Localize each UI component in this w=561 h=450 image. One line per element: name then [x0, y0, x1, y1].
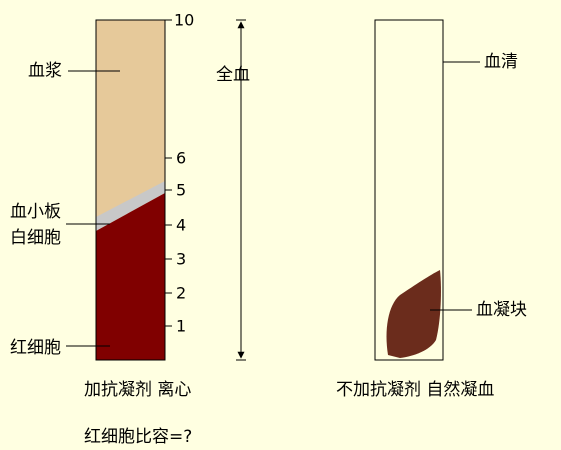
left-tube: [95, 19, 166, 361]
scale-label: 1: [176, 317, 186, 336]
right-tube: [374, 19, 444, 361]
clot-label: 血凝块: [476, 300, 527, 320]
whole-blood-label: 全血: [216, 65, 250, 85]
scale-label: 3: [176, 250, 186, 269]
scale-label: 4: [176, 216, 186, 235]
scale-label: 2: [176, 284, 186, 303]
scale-label: 5: [176, 181, 186, 200]
scale-label: 6: [176, 149, 186, 168]
clot: [386, 270, 441, 358]
wbc-label: 白细胞: [10, 228, 61, 248]
red-cells: [96, 193, 165, 360]
buffy-coat: [96, 181, 165, 231]
scale-label: 10: [174, 11, 194, 30]
serum-label: 血清: [484, 52, 518, 72]
rbc-label: 红细胞: [10, 338, 61, 358]
platelet-label: 血小板: [10, 202, 61, 222]
plasma-label: 血浆: [28, 61, 62, 81]
left-caption: 加抗凝剂 离心: [84, 380, 191, 400]
scale: 10 6 5 4 3 2 1: [165, 11, 194, 336]
right-caption: 不加抗凝剂 自然凝血: [336, 380, 494, 400]
question: 红细胞比容=?: [84, 427, 192, 447]
